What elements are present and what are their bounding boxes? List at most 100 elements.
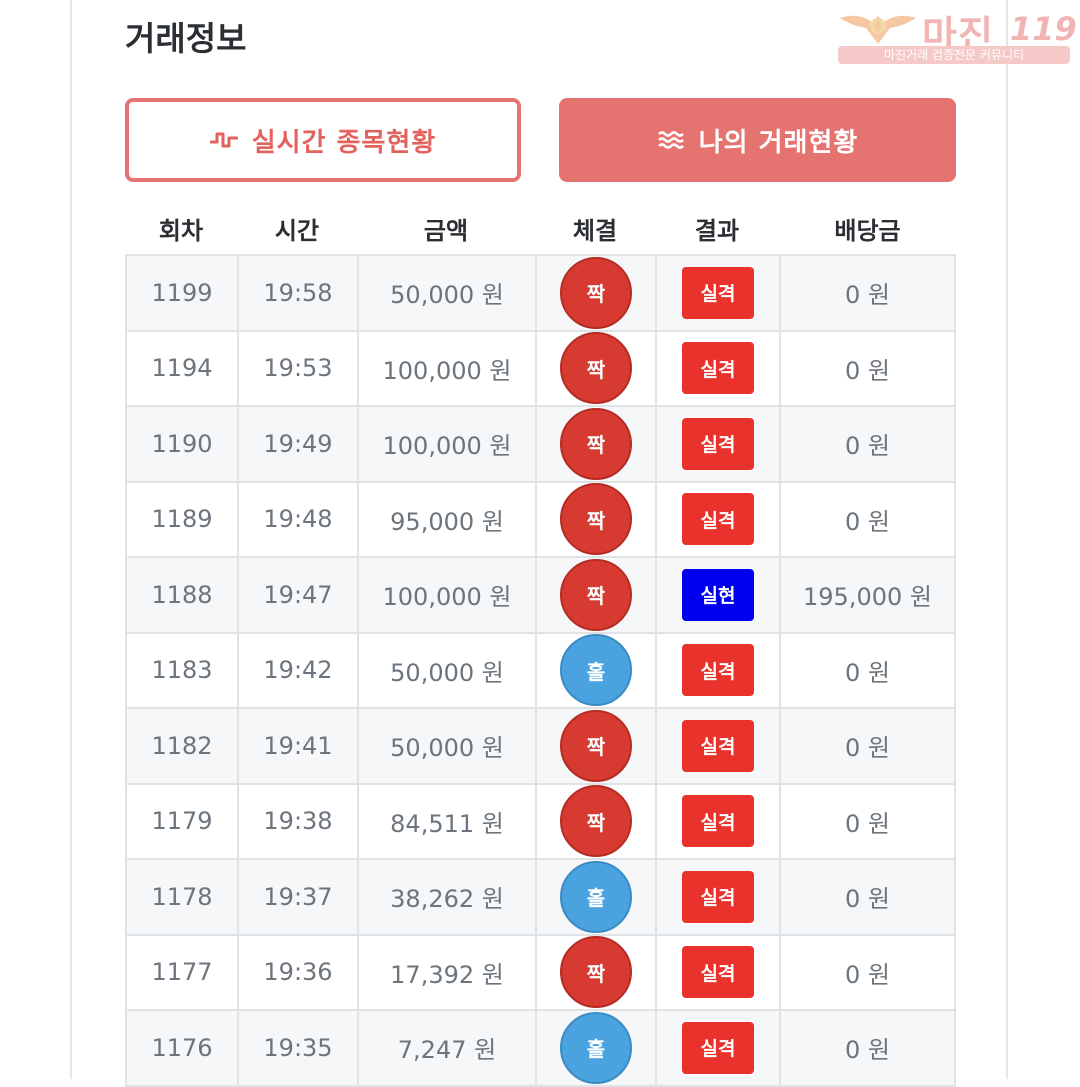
cell-time: 19:53 [237, 331, 357, 405]
cell-amount: 100,000 원 [357, 407, 535, 481]
cell-result: 실격 [655, 860, 779, 934]
cell-time: 19:36 [237, 935, 357, 1009]
cell-result: 실격 [655, 407, 779, 481]
page-title: 거래정보 [125, 19, 247, 58]
cell-round: 1183 [125, 633, 237, 707]
cell-pick: 짝 [535, 482, 655, 556]
cell-pick: 홀 [535, 1011, 655, 1085]
cell-payout: 0 원 [779, 709, 956, 783]
cell-amount: 50,000 원 [357, 633, 535, 707]
result-badge: 실격 [682, 795, 754, 848]
header-amount: 금액 [423, 216, 469, 245]
pick-ball: 홀 [560, 1011, 632, 1084]
tab-my-trades[interactable]: 나의 거래현황 [559, 98, 956, 182]
result-badge: 실현 [682, 568, 754, 621]
pick-ball: 짝 [560, 332, 632, 405]
pick-ball: 홀 [560, 634, 632, 707]
cell-pick: 홀 [535, 860, 655, 934]
result-badge: 실격 [682, 342, 754, 395]
content-frame [70, 0, 1008, 1079]
cell-result: 실현 [655, 558, 779, 632]
pick-ball: 홀 [560, 860, 632, 933]
site-watermark: 마진 119 마진거래 검증전문 커뮤니티 [838, 6, 1077, 66]
cell-round: 1194 [125, 331, 237, 405]
header-result: 결과 [694, 216, 740, 245]
header-payout: 배당금 [834, 216, 901, 245]
pick-ball: 짝 [560, 407, 632, 480]
cell-payout: 0 원 [779, 633, 956, 707]
pick-ball: 짝 [560, 558, 632, 631]
pick-ball: 짝 [560, 936, 632, 1009]
cell-time: 19:58 [237, 256, 357, 330]
watermark-tagline: 마진거래 검증전문 커뮤니티 [838, 46, 1070, 64]
cell-round: 1190 [125, 407, 237, 481]
eagle-emblem-icon [840, 15, 916, 44]
cell-pick: 짝 [535, 709, 655, 783]
cell-pick: 짝 [535, 784, 655, 858]
table-row: 1188 19:47 100,000 원 짝 실현 195,000 원 [125, 558, 956, 634]
result-badge: 실격 [682, 266, 754, 319]
result-badge: 실격 [682, 719, 754, 772]
cell-result: 실격 [655, 709, 779, 783]
tab-live-market-label: 실시간 종목현황 [251, 127, 437, 158]
cell-amount: 17,392 원 [357, 935, 535, 1009]
cell-amount: 50,000 원 [357, 256, 535, 330]
cell-pick: 짝 [535, 407, 655, 481]
cell-payout: 0 원 [779, 935, 956, 1009]
table-row: 1182 19:41 50,000 원 짝 실격 0 원 [125, 709, 956, 785]
cell-pick: 짝 [535, 935, 655, 1009]
cell-payout: 0 원 [779, 1011, 956, 1085]
cell-round: 1188 [125, 558, 237, 632]
cell-payout: 0 원 [779, 860, 956, 934]
result-badge: 실격 [682, 870, 754, 923]
pick-ball: 짝 [560, 709, 632, 782]
trade-history-table: 회차 시간 금액 체결 결과 배당금 1199 19:58 50,000 원 짝 실격 0… [125, 202, 956, 1087]
cell-round: 1178 [125, 860, 237, 934]
pick-ball: 짝 [560, 483, 632, 556]
header-round: 회차 [158, 216, 204, 245]
cell-amount: 7,247 원 [357, 1011, 535, 1085]
cell-result: 실격 [655, 633, 779, 707]
cell-pick: 짝 [535, 558, 655, 632]
table-row: 1189 19:48 95,000 원 짝 실격 0 원 [125, 482, 956, 558]
pick-ball: 짝 [560, 256, 632, 329]
table-body: 1199 19:58 50,000 원 짝 실격 0 원 1194 19:53 100,000 … [125, 254, 956, 1087]
tab-my-trades-label: 나의 거래현황 [698, 127, 859, 158]
cell-payout: 0 원 [779, 482, 956, 556]
watermark-number: 119 [1010, 10, 1077, 48]
result-badge: 실격 [682, 493, 754, 546]
cell-amount: 100,000 원 [357, 558, 535, 632]
cell-round: 1182 [125, 709, 237, 783]
cell-pick: 홀 [535, 633, 655, 707]
cell-round: 1179 [125, 784, 237, 858]
cell-pick: 짝 [535, 256, 655, 330]
tab-live-market[interactable]: 실시간 종목현황 [125, 98, 521, 182]
table-row: 1178 19:37 38,262 원 홀 실격 0 원 [125, 860, 956, 936]
header-time: 시간 [274, 216, 320, 245]
cell-payout: 0 원 [779, 331, 956, 405]
cell-result: 실격 [655, 256, 779, 330]
result-badge: 실격 [682, 644, 754, 697]
table-row: 1194 19:53 100,000 원 짝 실격 0 원 [125, 331, 956, 407]
table-header: 회차 시간 금액 체결 결과 배당금 [125, 202, 956, 254]
cell-round: 1189 [125, 482, 237, 556]
cell-time: 19:37 [237, 860, 357, 934]
result-badge: 실격 [682, 946, 754, 999]
cell-amount: 95,000 원 [357, 482, 535, 556]
table-row: 1199 19:58 50,000 원 짝 실격 0 원 [125, 256, 956, 332]
result-badge: 실격 [682, 1021, 754, 1074]
cell-result: 실격 [655, 331, 779, 405]
header-pick: 체결 [572, 216, 618, 245]
cell-time: 19:35 [237, 1011, 357, 1085]
result-badge: 실격 [682, 417, 754, 470]
cell-amount: 84,511 원 [357, 784, 535, 858]
table-row: 1183 19:42 50,000 원 홀 실격 0 원 [125, 633, 956, 709]
table-row: 1176 19:35 7,247 원 홀 실격 0 원 [125, 1011, 956, 1087]
cell-round: 1199 [125, 256, 237, 330]
cell-result: 실격 [655, 784, 779, 858]
pulse-icon [209, 132, 238, 148]
cell-pick: 짝 [535, 331, 655, 405]
cell-time: 19:38 [237, 784, 357, 858]
cell-payout: 0 원 [779, 256, 956, 330]
cell-payout: 195,000 원 [779, 558, 956, 632]
